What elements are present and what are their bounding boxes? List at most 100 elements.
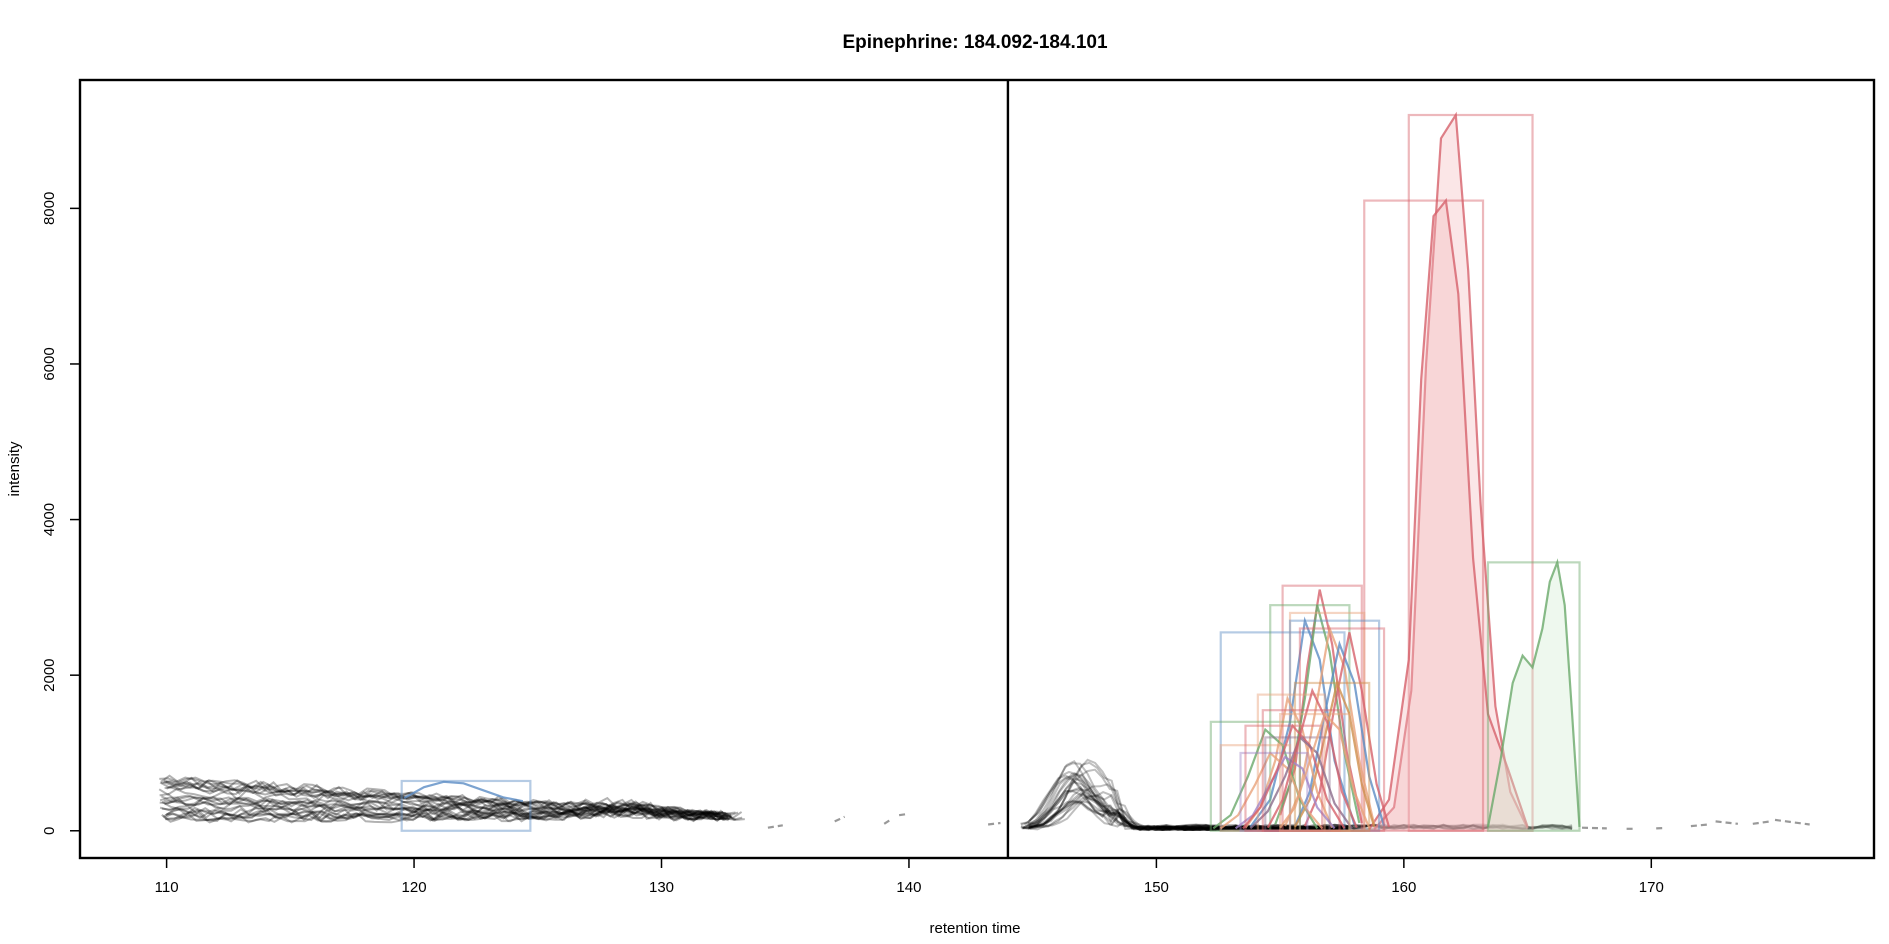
background-trace <box>160 794 725 821</box>
background-trace <box>1022 775 1350 832</box>
peak-line-1 <box>1373 111 1529 830</box>
background-trace <box>162 806 727 823</box>
background-trace <box>1156 823 1573 830</box>
peak-line-18 <box>1266 687 1358 829</box>
background-trace <box>1028 780 1349 832</box>
background-trace <box>1156 823 1573 831</box>
peak-line-2 <box>1368 197 1529 830</box>
y-tick-label: 4000 <box>41 503 58 536</box>
x-tick-label: 170 <box>1639 879 1664 896</box>
background-trace <box>1027 762 1348 832</box>
background-trace <box>163 799 719 819</box>
peak-box-12 <box>1209 720 1302 832</box>
peak-box-5 <box>1219 631 1346 832</box>
background-fragment <box>1690 823 1709 828</box>
background-trace <box>1028 760 1350 832</box>
background-trace <box>1020 758 1348 832</box>
background-trace <box>163 779 736 819</box>
peak-box-16 <box>1264 736 1331 832</box>
background-trace <box>1028 786 1348 832</box>
background-trace <box>164 781 728 818</box>
peak-line-10 <box>1294 679 1376 828</box>
background-trace <box>161 804 717 824</box>
background-fragment <box>1581 826 1607 830</box>
background-trace <box>1156 823 1573 831</box>
background-trace <box>1026 772 1355 832</box>
peak-line-19 <box>1279 711 1371 829</box>
y-tick-label: 8000 <box>41 192 58 225</box>
background-fragment <box>898 812 910 817</box>
background-fragment <box>1715 820 1739 825</box>
background-trace <box>159 796 715 822</box>
peak-line-9 <box>1303 632 1391 828</box>
background-trace <box>166 782 731 821</box>
peak-area-1 <box>1374 115 1528 831</box>
background-trace <box>1028 790 1349 832</box>
background-trace <box>160 774 724 819</box>
background-trace <box>163 806 737 823</box>
peak-line-4 <box>1279 589 1363 824</box>
background-trace <box>159 792 732 818</box>
background-trace <box>164 795 745 821</box>
background-trace <box>1030 793 1350 832</box>
background-trace <box>1023 792 1350 832</box>
background-trace <box>1022 800 1350 832</box>
x-tick-label: 130 <box>649 879 674 896</box>
peak-line-17 <box>403 780 524 803</box>
peak-box-4 <box>1281 584 1363 832</box>
background-trace <box>1023 770 1352 832</box>
peak-area-2 <box>1369 200 1528 831</box>
peak-box-13 <box>1219 744 1292 832</box>
y-tick-label: 6000 <box>41 347 58 380</box>
background-trace <box>159 776 732 819</box>
background-trace <box>1028 802 1349 832</box>
background-trace <box>1156 823 1573 831</box>
background-trace <box>159 806 732 821</box>
plot-data-layer <box>158 80 1810 858</box>
x-tick-label: 110 <box>155 879 179 896</box>
peak-box-17 <box>400 779 532 832</box>
background-trace <box>166 807 739 824</box>
background-fragment <box>834 815 846 823</box>
background-fragment <box>883 818 893 825</box>
peak-line-15 <box>1242 723 1346 830</box>
background-trace <box>159 796 733 822</box>
peak-box-14 <box>1239 751 1309 832</box>
background-trace <box>1029 761 1350 832</box>
background-trace <box>165 806 729 823</box>
background-trace <box>165 806 729 821</box>
background-trace <box>1028 789 1348 832</box>
background-fragment <box>767 824 783 829</box>
background-fragment <box>1774 818 1810 826</box>
background-trace <box>1028 788 1349 832</box>
background-trace <box>1028 792 1348 832</box>
background-trace <box>161 780 743 821</box>
background-trace <box>1156 823 1573 831</box>
background-trace <box>161 803 726 821</box>
peak-box-7 <box>1288 611 1366 832</box>
background-trace <box>165 776 721 821</box>
peak-box-11 <box>1256 693 1326 832</box>
peak-box-2 <box>1363 199 1485 832</box>
peak-box-15 <box>1244 724 1324 832</box>
x-tick-label: 140 <box>896 879 921 896</box>
background-trace <box>1029 772 1350 832</box>
background-fragment <box>1752 820 1771 825</box>
y-tick-label: 2000 <box>41 658 58 691</box>
peak-line-13 <box>1220 751 1324 830</box>
axes-layer: 110 120 130 140 150 160 170 0 2000 4000 6000 8000 <box>41 192 1664 896</box>
background-trace <box>1156 823 1573 831</box>
x-tick-label: 120 <box>402 879 427 896</box>
background-trace <box>1021 788 1349 832</box>
chart-title: Epinephrine: 184.092-184.101 <box>842 32 1108 53</box>
peak-box-9 <box>1298 627 1386 832</box>
peak-box-8 <box>1288 619 1381 832</box>
plot-frame <box>78 78 1876 860</box>
background-trace <box>1020 800 1348 832</box>
background-trace <box>1020 776 1348 832</box>
background-trace <box>161 800 743 821</box>
peak-line-8 <box>1293 640 1386 827</box>
background-trace <box>1029 777 1350 832</box>
peak-line-12 <box>1212 727 1319 830</box>
